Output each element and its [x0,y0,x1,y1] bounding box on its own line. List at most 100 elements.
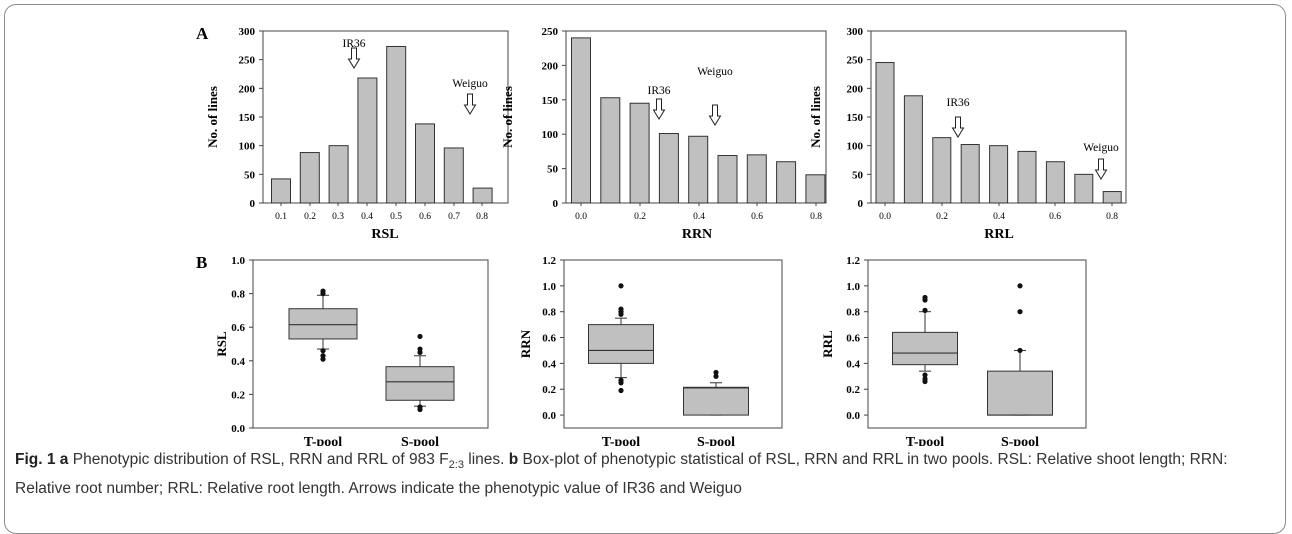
box2-outlier [713,373,719,379]
box1-outlier [320,356,326,362]
hist2-bar [600,97,621,204]
hist2-arrow-weiguo [708,104,722,126]
hist3-bar [1017,150,1037,204]
hist1-xtick-label: 0.5 [390,212,402,222]
hist1-xtick-label: 0.4 [361,212,373,222]
hist2-xtick-label: 0.0 [575,212,587,222]
hist3-ytick-label: 100 [847,141,864,153]
box1-outlier [320,288,326,294]
box3-box [892,331,958,366]
hist1-ytick-label: 250 [239,55,256,67]
hist3-ytick-label: 250 [847,55,864,67]
box1-ytick-label: 0.4 [231,356,245,368]
box1-outlier [417,349,423,355]
hist3-annotation-ir36: IR36 [947,97,970,109]
hist3-xlabel: RRL [984,227,1014,242]
hist3-xtick-label: 0.6 [1049,212,1061,222]
hist1-xlabel: RSL [371,227,398,242]
hist1-xtick-label: 0.8 [476,212,488,222]
hist1-xtick-label: 0.6 [419,212,431,222]
hist3-bar [960,144,980,204]
box2-outlier [618,311,624,317]
box2-box [683,386,749,416]
hist1-ytick-label: 0 [250,198,256,210]
hist2-ytick-label: 100 [542,129,559,141]
hist1-bar [299,152,320,204]
hist3-annotation-weiguo: Weiguo [1083,142,1119,154]
box3-ytick-label: 0.0 [846,410,860,422]
box3-axis-frame [867,259,1087,429]
panel-label-b: B [196,253,207,272]
box2-ytick-label: 1.0 [542,281,556,293]
box1-outlier [417,333,423,340]
hist3-bar [1074,173,1094,204]
box3-outlier [922,307,928,313]
hist1-xtick-label: 0.1 [275,212,287,222]
hist2-xtick-label: 0.4 [693,212,705,222]
box2-axis-frame [563,259,783,429]
box1-outlier [320,348,326,354]
hist3-arrow-weiguo [1094,158,1108,180]
hist2-bar [717,155,738,204]
box2-outlier [618,380,624,386]
hist2-xtick-label: 0.8 [810,212,822,222]
box1-ytick-label: 0.2 [231,389,245,401]
box1-box [288,308,358,340]
hist1-bar [443,147,464,204]
hist1-ytick-label: 50 [244,169,256,181]
box2-ylabel: RRN [518,329,533,358]
hist1-bar [472,187,493,204]
hist3-xtick-label: 0.8 [1106,212,1118,222]
box1-outlier [417,406,423,413]
hist3-ylabel: No. of lines [808,86,823,148]
box3-outlier [922,378,928,385]
box3-ytick-label: 0.2 [846,384,860,396]
hist1-axis-frame [262,30,509,204]
box3-outlier [1017,347,1023,354]
box2-ytick-label: 0.0 [542,410,556,422]
box3-category-label: S-pool [1001,435,1039,446]
hist2-bar [571,37,591,204]
hist1-bar [328,145,349,204]
hist3-ytick-label: 300 [847,26,864,38]
box1-ytick-label: 1.0 [231,255,245,267]
box1-ytick-label: 0.6 [231,322,245,334]
box1-ytick-label: 0.8 [231,289,245,301]
figure-chart-area: A B 0 50 100 150 200 250 300 0.1 0.2 0.3 0.4 0.5 0.6… [196,24,1127,446]
box2-ytick-label: 0.6 [542,333,556,345]
hist1-xtick-label: 0.7 [448,212,460,222]
hist3-ytick-label: 150 [847,112,864,124]
box3-outlier [922,372,928,378]
box3-ylabel: RRL [820,330,835,358]
box1-box [385,366,455,401]
box2-ytick-label: 0.2 [542,384,556,396]
hist3-bar [1045,161,1065,204]
hist3-ytick-label: 200 [847,83,864,95]
box1-ytick-label: 0.0 [231,423,245,435]
box3-category-label: T-pool [906,435,945,446]
hist2-arrow-ir36 [652,98,666,120]
box3-outlier [1017,283,1023,289]
hist2-ytick-label: 200 [542,60,559,72]
hist3-bar [932,137,952,204]
hist3-bar [989,145,1009,204]
hist1-xtick-label: 0.3 [332,212,344,222]
box3-ytick-label: 1.2 [846,255,860,267]
box2-category-label: S-pool [697,435,735,446]
hist1-ytick-label: 300 [239,26,256,38]
box2-outlier [618,387,624,394]
hist3-xtick-label: 0.0 [879,212,891,222]
panel-label-a: A [196,24,209,43]
box1-axis-frame [252,259,489,429]
hist1-arrow-ir36 [347,47,361,69]
hist2-xtick-label: 0.2 [634,212,646,222]
hist2-ytick-label: 250 [542,26,559,38]
hist3-xtick-label: 0.2 [936,212,948,222]
hist1-bar [271,178,291,204]
hist1-arrow-weiguo [463,93,477,115]
hist1-bar [415,123,435,204]
box1-ylabel: RSL [214,331,229,357]
hist2-ylabel: No. of lines [500,86,515,148]
charts-group: 0 50 100 150 200 250 300 0.1 0.2 0.3 0.4 0.5 0.6 0.7 0… [205,26,1127,446]
box3-ytick-label: 0.4 [846,358,860,370]
